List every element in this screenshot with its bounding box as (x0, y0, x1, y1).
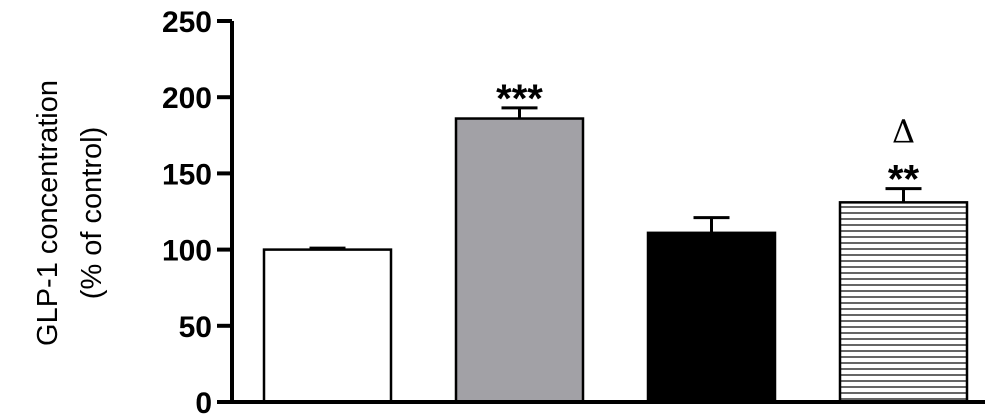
significance-stars: ** (888, 158, 920, 202)
y-tick-label: 250 (162, 6, 212, 39)
y-tick-label: 100 (162, 235, 212, 268)
bar-group-2: *** (454, 77, 585, 404)
bar-group-4: ** Δ (838, 113, 969, 404)
bar (454, 117, 585, 404)
significance-stars: *** (496, 77, 543, 121)
bars: *****Δ (262, 77, 969, 404)
bar (262, 248, 393, 404)
y-axis-ticks: 0 50 100 150 200 250 (162, 6, 232, 417)
bar-group-1 (262, 246, 393, 404)
y-tick-label: 50 (179, 311, 212, 344)
axes (230, 21, 985, 404)
y-axis-label-line-1: GLP-1 concentration (32, 80, 64, 346)
significance-delta: Δ (892, 113, 915, 151)
y-axis-label-line-2: (% of control) (76, 127, 108, 299)
bar (838, 201, 969, 404)
y-tick-label: 150 (162, 158, 212, 191)
y-tick-label: 200 (162, 82, 212, 115)
bar (646, 231, 777, 404)
y-axis-label: GLP-1 concentration (% of control) (32, 80, 108, 346)
y-tick-label: 0 (195, 387, 212, 417)
bar-group-3 (646, 216, 777, 404)
